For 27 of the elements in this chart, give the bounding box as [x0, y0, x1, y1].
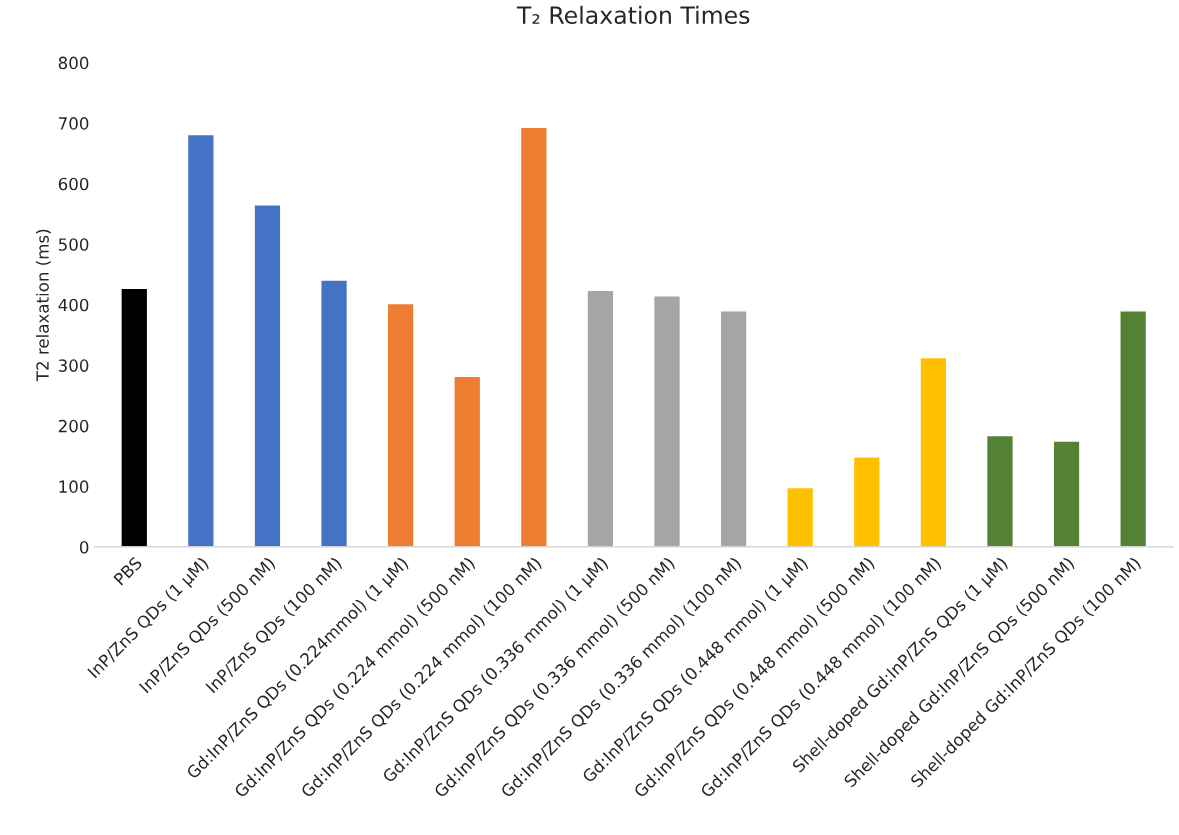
bar [386, 302, 415, 547]
y-tick-label: 800 [58, 56, 89, 70]
y-tick-label: 100 [59, 480, 89, 493]
y-tick-label: 400 [58, 298, 89, 312]
y-tick-label: 600 [58, 177, 89, 191]
bar [453, 375, 482, 547]
bar [320, 279, 349, 547]
bar [719, 310, 748, 547]
bar [253, 204, 282, 547]
bar [186, 133, 215, 547]
y-tick-label: 0 [79, 540, 89, 554]
bar [985, 434, 1014, 547]
bar [786, 486, 815, 547]
bar [1119, 310, 1148, 547]
bar [120, 287, 149, 547]
y-axis-title: T2 relaxation (ms) [35, 229, 51, 382]
y-tick-label: 700 [59, 117, 89, 130]
bar [919, 356, 948, 547]
bar [852, 456, 881, 547]
bar [586, 289, 615, 547]
bar [652, 294, 682, 547]
y-tick-label: 500 [58, 238, 89, 251]
bar [519, 126, 548, 547]
bar [1052, 440, 1081, 547]
chart-title: T₂ Relaxation Times [516, 5, 750, 25]
y-tick-label: 200 [58, 419, 89, 433]
y-tick-label: 300 [58, 359, 89, 372]
